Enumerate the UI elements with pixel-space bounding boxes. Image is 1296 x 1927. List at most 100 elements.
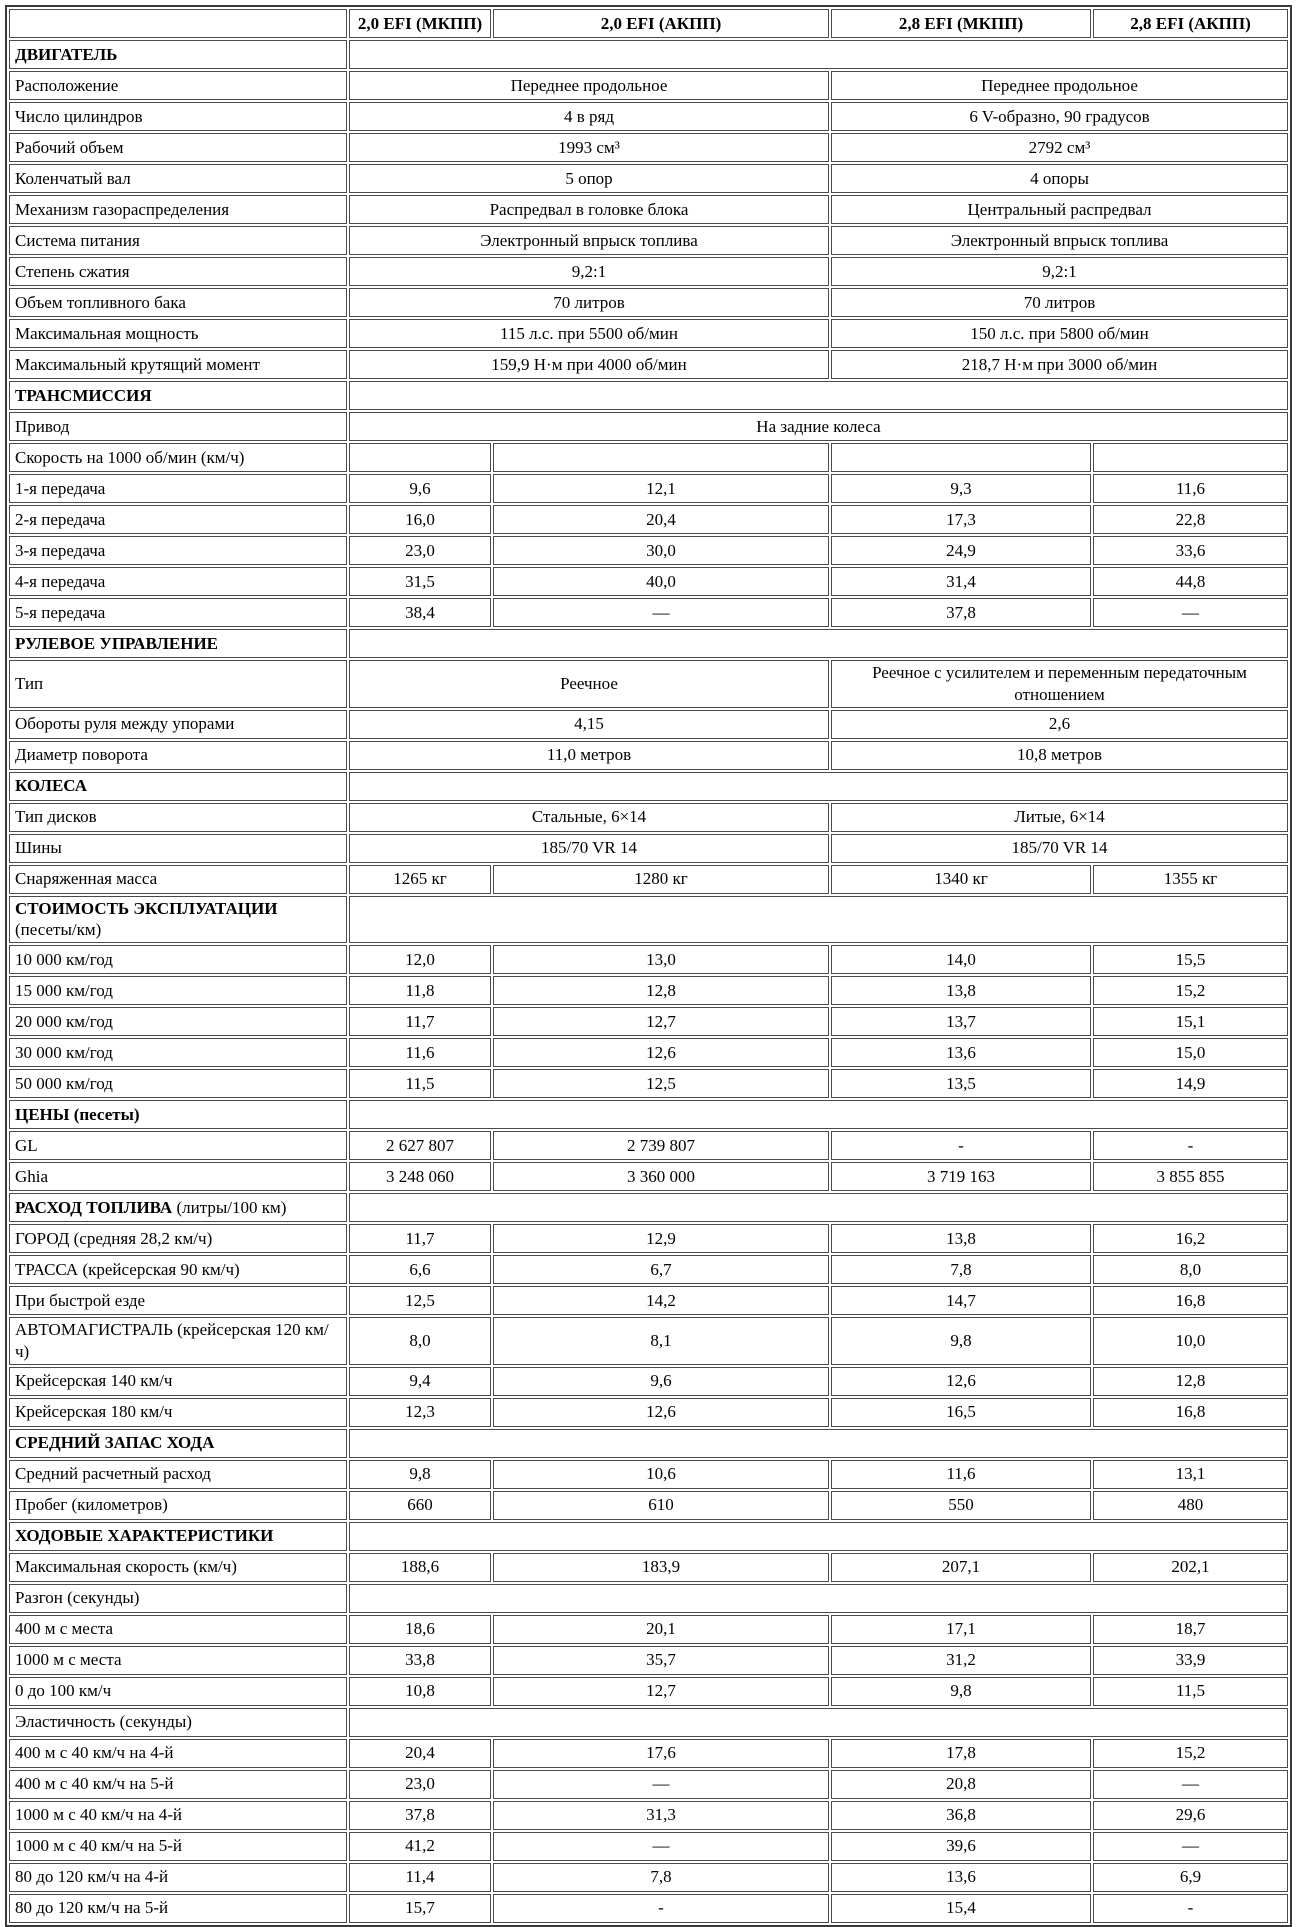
value-cell: 17,1 (831, 1614, 1091, 1644)
value-cell: 36,8 (831, 1800, 1091, 1830)
spec-table-body: 2,0 EFI (МКПП) 2,0 EFI (АКПП) 2,8 EFI (МКП… (9, 9, 1288, 1923)
value-cell: 15,0 (1093, 1038, 1288, 1067)
value-cell: 115 л.с. при 5500 об/мин (349, 319, 829, 348)
value-cell: 13,6 (831, 1038, 1091, 1067)
row-label: 400 м с места (9, 1614, 347, 1644)
table-row: 20 000 км/год 11,7 12,7 13,7 15,1 (9, 1007, 1288, 1036)
value-cell: 13,5 (831, 1069, 1091, 1098)
table-row: Обороты руля между упорами 4,15 2,6 (9, 709, 1288, 739)
value-cell: 17,6 (493, 1738, 829, 1768)
value-cell: 20,4 (349, 1738, 491, 1768)
value-cell: 16,8 (1093, 1397, 1288, 1427)
car-spec-table: 2,0 EFI (МКПП) 2,0 EFI (АКПП) 2,8 EFI (МКП… (5, 5, 1292, 1927)
row-label: 10 000 км/год (9, 945, 347, 974)
section-span-cell (349, 381, 1288, 410)
header-row: 2,0 EFI (МКПП) 2,0 EFI (АКПП) 2,8 EFI (МКП… (9, 9, 1288, 38)
value-cell: 12,9 (493, 1224, 829, 1253)
table-row: Тип дисков Стальные, 6×14 Литые, 6×14 (9, 802, 1288, 832)
table-row: 1000 м с 40 км/ч на 5-й 41,2—39,6— (9, 1831, 1288, 1861)
table-row: 1000 м с 40 км/ч на 4-й 37,8 31,3 36,8 29,6 (9, 1800, 1288, 1830)
value-cell: 11,7 (349, 1007, 491, 1036)
value-cell: 6,7 (493, 1255, 829, 1284)
value-cell: Стальные, 6×14 (349, 802, 829, 832)
section-title: ДВИГАТЕЛЬ (15, 44, 118, 64)
row-label: АВТОМАГИСТРАЛЬ (крейсерская 120 км/ч) (9, 1317, 347, 1365)
row-label: 5-я передача (9, 598, 347, 627)
table-row: 4-я передача 31,5 40,0 31,4 44,8 (9, 567, 1288, 596)
table-row: СТОИМОСТЬ ЭКСПЛУАТАЦИИ (песеты/км) (9, 895, 1288, 943)
value-cell: 1340 кг (831, 864, 1091, 894)
table-row: Максимальный крутящий момент 159,9 Н·м пр… (9, 350, 1288, 379)
row-label: Степень сжатия (9, 257, 347, 286)
row-label: Тип (9, 660, 347, 708)
value-cell: 40,0 (493, 567, 829, 596)
value-cell: Переднее продольное (349, 71, 829, 100)
value-cell: 10,8 (349, 1676, 491, 1706)
row-label: 30 000 км/год (9, 1038, 347, 1067)
row-label: Скорость на 1000 об/мин (км/ч) (9, 443, 347, 472)
value-cell: 15,1 (1093, 1007, 1288, 1036)
row-label: При быстрой езде (9, 1286, 347, 1315)
value-cell: На задние колеса (349, 412, 1288, 441)
value-cell: 202,1 (1093, 1552, 1288, 1582)
row-label: 80 до 120 км/ч на 4-й (9, 1862, 347, 1892)
value-cell: 9,6 (349, 474, 491, 503)
table-row: Ghia 3 248 060 3 360 000 3 719 163 3 855 855 (9, 1162, 1288, 1191)
value-cell: 16,5 (831, 1397, 1091, 1427)
value-cell: 22,8 (1093, 505, 1288, 534)
value-cell: - (1093, 1893, 1288, 1923)
value-cell: 12,7 (493, 1007, 829, 1036)
row-label: Пробег (километров) (9, 1490, 347, 1520)
row-label: ТРАССА (крейсерская 90 км/ч) (9, 1255, 347, 1284)
value-cell: 11,0 метров (349, 740, 829, 770)
value-cell: 12,8 (1093, 1366, 1288, 1396)
section-header: КОЛЕСА (9, 771, 347, 801)
table-row: 5-я передача 38,4—37,8— (9, 598, 1288, 627)
value-cell: 12,6 (493, 1397, 829, 1427)
value-cell: 24,9 (831, 536, 1091, 565)
value-cell: 15,4 (831, 1893, 1091, 1923)
value-cell: 15,7 (349, 1893, 491, 1923)
table-row: 30 000 км/год 11,6 12,6 13,6 15,0 (9, 1038, 1288, 1067)
value-cell: - (1093, 1131, 1288, 1160)
table-row: Механизм газораспределения Распредвал в г… (9, 195, 1288, 224)
row-label: 1000 м с 40 км/ч на 4-й (9, 1800, 347, 1830)
value-cell: 14,0 (831, 945, 1091, 974)
value-cell: 13,8 (831, 976, 1091, 1005)
row-label: 3-я передача (9, 536, 347, 565)
section-title: ТРАНСМИССИЯ (15, 385, 152, 405)
value-cell: 9,8 (831, 1317, 1091, 1365)
value-cell: 33,9 (1093, 1645, 1288, 1675)
value-cell: 11,6 (831, 1459, 1091, 1489)
table-row: Объем топливного бака 70 литров 70 литров (9, 288, 1288, 317)
row-label: Рабочий объем (9, 133, 347, 162)
value-cell: - (493, 1893, 829, 1923)
value-cell: 10,8 метров (831, 740, 1288, 770)
section-title: СТОИМОСТЬ ЭКСПЛУАТАЦИИ (15, 898, 278, 918)
value-cell: 660 (349, 1490, 491, 1520)
value-cell: 159,9 Н·м при 4000 об/мин (349, 350, 829, 379)
table-row: ХОДОВЫЕ ХАРАКТЕРИСТИКИ (9, 1521, 1288, 1551)
table-row: 1000 м с места 33,8 35,7 31,2 33,9 (9, 1645, 1288, 1675)
table-row: GL 2 627 807 2 739 807- - (9, 1131, 1288, 1160)
value-cell: 31,4 (831, 567, 1091, 596)
row-label: Максимальный крутящий момент (9, 350, 347, 379)
table-row: РАСХОД ТОПЛИВА (литры/100 км) (9, 1193, 1288, 1222)
section-span-cell (349, 895, 1288, 943)
section-header: СРЕДНИЙ ЗАПАС ХОДА (9, 1428, 347, 1458)
value-cell: 11,5 (349, 1069, 491, 1098)
section-title: КОЛЕСА (15, 776, 87, 796)
table-row: Эластичность (секунды) (9, 1707, 1288, 1737)
value-cell: 17,8 (831, 1738, 1091, 1768)
row-label: Расположение (9, 71, 347, 100)
table-row: Коленчатый вал 5 опор 4 опоры (9, 164, 1288, 193)
table-row: Тип Реечное Реечное с усилителем и перемен… (9, 660, 1288, 708)
value-cell: 17,3 (831, 505, 1091, 534)
row-label: Система питания (9, 226, 347, 255)
value-cell: — (1093, 1831, 1288, 1861)
value-cell: 31,3 (493, 1800, 829, 1830)
table-row: 2-я передача 16,0 20,4 17,3 22,8 (9, 505, 1288, 534)
value-cell: 23,0 (349, 536, 491, 565)
value-cell: — (1093, 598, 1288, 627)
value-cell: 9,8 (831, 1676, 1091, 1706)
